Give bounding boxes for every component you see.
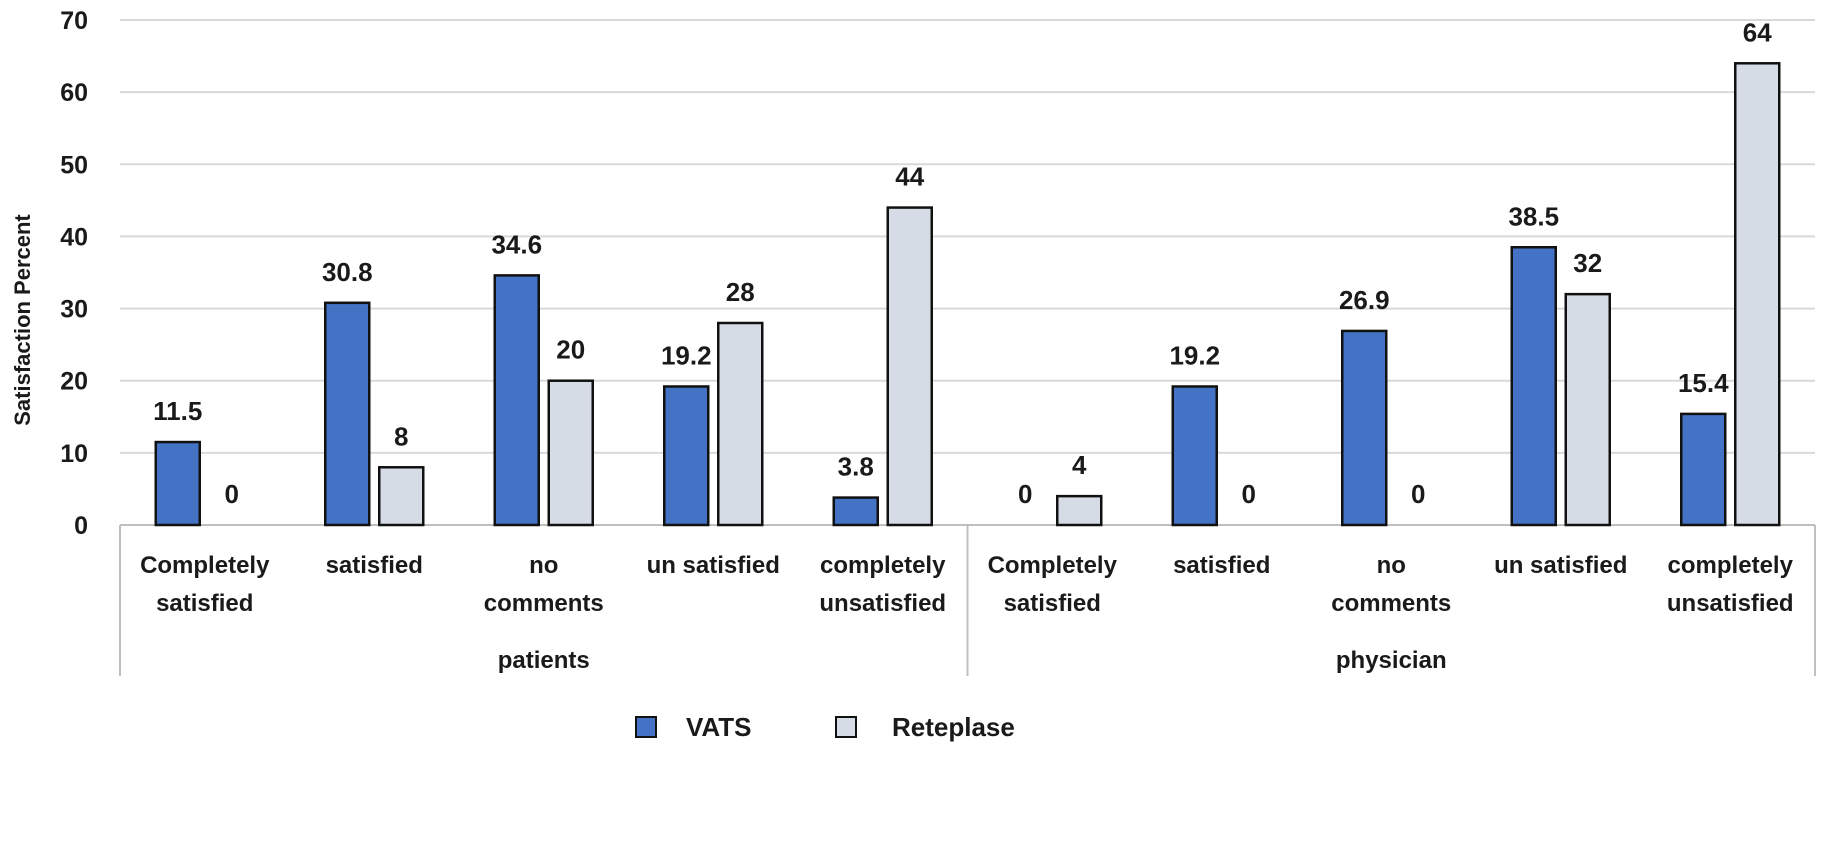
y-tick-label: 40 [60, 223, 88, 251]
x-tick-label: un satisfied [1494, 552, 1627, 579]
data-label: 0 [1411, 479, 1425, 509]
data-label: 8 [394, 421, 408, 451]
bar [324, 301, 371, 527]
bar [547, 379, 594, 527]
bar [1341, 329, 1388, 527]
x-tick-label: comments [1331, 590, 1451, 617]
data-label: 4 [1072, 450, 1087, 480]
data-label: 3.8 [838, 452, 874, 482]
y-tick-label: 20 [60, 368, 88, 396]
legend-label: VATS [686, 712, 751, 742]
data-label: 0 [225, 479, 239, 509]
x-tick-label: Completely [140, 552, 270, 579]
legend-swatch [635, 716, 657, 738]
bar [886, 206, 933, 527]
data-label: 34.6 [491, 229, 542, 259]
bar [154, 440, 201, 527]
data-label: 28 [726, 277, 755, 307]
x-tick-label: satisfied [1173, 552, 1270, 579]
data-label: 19.2 [1169, 340, 1220, 370]
x-tick-label: Completely [988, 552, 1118, 579]
data-label: 32 [1573, 248, 1602, 278]
data-label: 38.5 [1508, 201, 1559, 231]
x-tick-label: satisfied [156, 590, 253, 617]
x-axis: Completely satisfied satisfied no comments un… [119, 525, 1816, 676]
x-tick-label: no [529, 552, 558, 579]
y-tick-label: 0 [74, 512, 88, 540]
x-tick-label: completely [1668, 552, 1794, 579]
x-tick-label: no [1377, 552, 1406, 579]
bar [1680, 412, 1727, 527]
bar [832, 496, 879, 527]
x-tick-label: satisfied [326, 552, 423, 579]
bar [493, 274, 540, 527]
y-axis-ticks: 0 10 20 30 40 50 60 70 [60, 7, 88, 540]
data-label: 64 [1743, 17, 1772, 47]
legend-swatch [835, 716, 857, 738]
x-tick-label: un satisfied [647, 552, 780, 579]
data-label: 0 [1018, 479, 1032, 509]
bar [663, 385, 710, 527]
y-tick-label: 50 [60, 151, 88, 179]
data-label: 26.9 [1339, 285, 1390, 315]
y-tick-label: 70 [60, 7, 88, 35]
data-label: 11.5 [153, 396, 202, 426]
data-label: 19.2 [661, 340, 712, 370]
bar [1171, 385, 1218, 527]
gridlines [120, 19, 1815, 526]
bars [154, 62, 1781, 527]
data-label: 0 [1242, 479, 1256, 509]
legend-label: Reteplase [892, 712, 1015, 742]
bar [717, 321, 764, 527]
x-tick-label: comments [484, 590, 604, 617]
y-tick-label: 10 [60, 440, 88, 468]
bar [1734, 62, 1781, 527]
x-tick-label: completely [820, 552, 946, 579]
group-label: patients [498, 647, 590, 674]
y-tick-label: 30 [60, 296, 88, 324]
x-tick-label: unsatisfied [819, 590, 946, 617]
legend: VATS Reteplase [635, 712, 1015, 742]
data-labels: 11.5 30.8 34.6 19.2 3.8 0 19.2 26.9 38.5 15.4 0 8 20… [153, 17, 1772, 509]
y-tick-label: 60 [60, 79, 88, 107]
bar [1564, 292, 1611, 527]
bar [1510, 246, 1557, 527]
bar [378, 466, 425, 527]
x-tick-label: satisfied [1004, 590, 1101, 617]
data-label: 44 [895, 162, 924, 192]
data-label: 15.4 [1678, 368, 1729, 398]
x-tick-label: unsatisfied [1667, 590, 1794, 617]
data-label: 20 [556, 335, 585, 365]
group-label: physician [1336, 647, 1447, 674]
y-axis-label: Satisfaction Percent [10, 214, 35, 426]
data-label: 30.8 [322, 257, 373, 287]
bar [1056, 494, 1103, 527]
